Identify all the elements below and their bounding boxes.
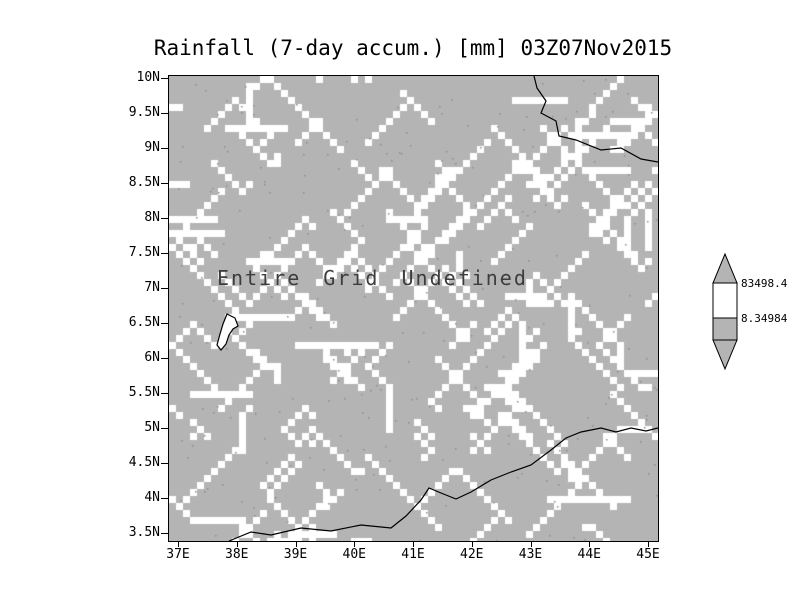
y-axis-tick-mark [161, 218, 168, 219]
x-axis-tick-mark [413, 541, 414, 547]
y-axis-tick-label: 4N [144, 490, 160, 505]
x-axis-tick-label: 40E [342, 547, 366, 562]
x-axis-tick-mark [589, 541, 591, 547]
colorbar-gray-band [712, 317, 738, 341]
coastline-south [228, 427, 658, 541]
y-axis-tick-label: 3.5N [128, 525, 160, 540]
colorbar-white-band [712, 282, 738, 319]
undefined-grid-pattern [169, 76, 658, 541]
y-axis-tick-label: 8N [144, 210, 160, 225]
y-axis-tick-label: 4.5N [128, 455, 160, 470]
x-axis-tick-label: 44E [577, 547, 601, 562]
colorbar [712, 253, 738, 371]
x-axis-tick-mark [530, 541, 532, 547]
y-axis-tick-label: 8.5N [128, 175, 160, 190]
x-axis-tick-label: 37E [166, 547, 190, 562]
y-axis-tick-mark [161, 463, 168, 464]
x-axis-tick-label: 39E [283, 547, 308, 562]
y-axis-tick-mark [161, 183, 168, 184]
coastline-northeast [533, 76, 658, 163]
map-plot-area: Entire Grid Undefined [168, 75, 659, 542]
x-axis-tick-mark [648, 541, 649, 547]
y-axis-tick-mark [161, 358, 168, 359]
y-axis-tick-label: 10N [136, 70, 160, 85]
y-axis-tick-mark [161, 253, 168, 254]
y-axis-tick-mark [161, 393, 168, 394]
y-axis-tick-label: 9N [144, 140, 160, 155]
x-axis-tick-label: 43E [518, 547, 543, 562]
y-axis-tick-mark [161, 498, 168, 499]
y-axis-tick-mark [161, 113, 168, 114]
x-axis-tick-mark [471, 541, 473, 547]
colorbar-bottom-arrow [712, 339, 738, 371]
x-axis-tick-label: 45E [636, 547, 660, 562]
lake-outline [216, 313, 239, 351]
x-axis-tick-label: 41E [401, 547, 425, 562]
y-axis-tick-mark [161, 288, 168, 289]
x-axis-tick-label: 38E [225, 547, 249, 562]
y-axis-tick-mark [161, 148, 168, 149]
y-axis-tick-mark [161, 323, 168, 324]
x-axis-tick-mark [354, 541, 356, 547]
x-axis-tick-mark [295, 541, 297, 547]
y-axis-tick-label: 6N [144, 350, 160, 365]
chart-title: Rainfall (7-day accum.) [mm] 03Z07Nov201… [153, 36, 673, 60]
y-axis-tick-label: 9.5N [128, 105, 160, 120]
y-axis-tick-mark [161, 78, 168, 79]
y-axis-tick-mark [161, 428, 168, 429]
x-axis-tick-label: 42E [460, 547, 484, 562]
y-axis-tick-mark [161, 533, 168, 534]
y-axis-tick-label: 7N [144, 280, 160, 295]
coastline-overlay [216, 76, 658, 541]
x-axis-tick-mark [178, 541, 179, 547]
colorbar-label: 8.34984 [741, 312, 788, 325]
x-axis-tick-mark [236, 541, 238, 547]
colorbar-top-arrow [712, 253, 738, 284]
y-axis-tick-label: 5.5N [128, 385, 160, 400]
colorbar-label: 83498.4 [741, 277, 788, 290]
y-axis-tick-label: 7.5N [128, 245, 160, 260]
y-axis-tick-label: 6.5N [128, 315, 160, 330]
undefined-grid-message: Entire Grid Undefined [217, 266, 528, 290]
y-axis-tick-label: 5N [144, 420, 160, 435]
